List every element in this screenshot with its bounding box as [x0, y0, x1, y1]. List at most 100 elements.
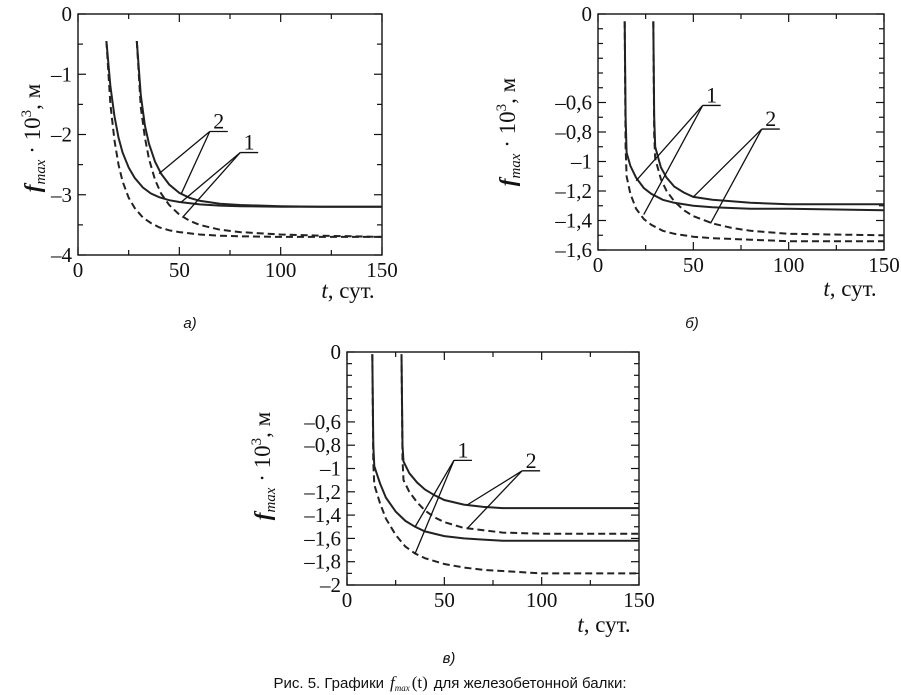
panel-label: в): [443, 650, 456, 667]
x-axis-var: t: [321, 278, 328, 303]
curve-label: 1: [244, 130, 255, 155]
series-line-2: [623, 21, 884, 243]
caption-sub: max: [395, 683, 410, 693]
panel-label: а): [183, 315, 196, 332]
curve-label: 2: [765, 106, 776, 131]
leader-line: [158, 130, 211, 175]
leader-line: [709, 128, 763, 224]
y-tick-label: –0,8: [303, 433, 341, 457]
x-tick-label: 100: [526, 588, 558, 612]
curve-label: 1: [457, 437, 468, 462]
x-tick-label: 0: [342, 588, 353, 612]
plot-frame: [597, 13, 885, 251]
figure-caption: Рис. 5. Графики fmax (t) для железобетонной…: [273, 673, 626, 693]
leader-line: [467, 470, 523, 529]
y-axis-sub: max: [508, 153, 524, 178]
y-tick-label: –0,8: [554, 120, 592, 144]
y-tick-label: –1,2: [303, 480, 341, 504]
y-tick-label: –1: [50, 62, 72, 86]
leader-line: [635, 105, 704, 182]
x-axis-label: t, сут.: [823, 276, 876, 301]
caption-f: f: [390, 673, 397, 692]
y-axis-label: fmax · 103, м: [494, 77, 524, 186]
leader-line: [643, 105, 704, 215]
x-axis-var: t: [823, 276, 830, 301]
curve-label: 1: [706, 82, 717, 107]
series-line-2: [105, 41, 382, 238]
y-tick-label: –2: [50, 123, 72, 147]
y-axis-f: f: [495, 176, 520, 186]
y-axis-unit: , м: [250, 411, 275, 438]
x-tick-label: 150: [366, 258, 398, 282]
y-axis-rest: · 10: [20, 117, 45, 159]
y-tick-label: –3: [50, 183, 72, 207]
x-axis-label: t, сут.: [321, 278, 374, 303]
y-tick-label: –0,6: [303, 410, 341, 434]
caption-suffix: для железобетонной балки:: [434, 675, 627, 692]
curve-label: 2: [526, 448, 537, 473]
series-line-1: [371, 354, 639, 542]
x-axis-unit: , сут.: [584, 612, 631, 637]
y-axis-sup: 3: [249, 438, 265, 446]
y-axis-sub: max: [263, 487, 279, 512]
y-axis-label: fmax · 103, м: [19, 83, 49, 192]
leader-line: [182, 152, 241, 217]
y-axis-rest: · 10: [495, 111, 520, 153]
leader-line: [414, 460, 455, 554]
series-line-3: [135, 41, 382, 208]
y-axis-sup: 3: [19, 110, 35, 118]
y-tick-label: –1,4: [303, 503, 341, 527]
y-tick-label: –4: [50, 243, 73, 267]
panel-label: б): [685, 315, 698, 332]
chart-panel-c: 0 50 100 150 0 –0,6–0,8–1–1,2–1,4–1,6–1,8–2 1 2…: [249, 340, 655, 667]
leader-line: [414, 460, 455, 528]
leader-line: [180, 152, 241, 203]
chart-panel-b: 0 50 100 150 0 –0,6 –0,8 –1 –1,2 –1,4 –1,6 1 2 t, сут…: [494, 2, 900, 332]
leader-line: [467, 470, 523, 506]
series-line-3: [400, 354, 639, 510]
y-tick-label: –1: [570, 150, 592, 174]
y-tick-label: 0: [331, 340, 342, 364]
y-axis-f: f: [250, 510, 275, 520]
series-line-1: [623, 21, 885, 212]
y-tick-label: –1: [319, 457, 341, 481]
y-axis-f: f: [20, 182, 45, 192]
y-tick-label: –1,4: [554, 209, 592, 233]
x-tick-label: 150: [868, 253, 900, 277]
x-tick-label: 0: [593, 253, 604, 277]
y-axis-rest: · 10: [250, 445, 275, 487]
caption-prefix: Рис. 5. Графики: [273, 675, 384, 692]
curve-label: 2: [213, 108, 224, 133]
caption-text: Рис. 5. Графики fmax (t) для железобетонной…: [273, 673, 626, 693]
leader-line: [692, 128, 763, 198]
series-line-4: [135, 41, 383, 238]
plot-frame: [346, 351, 640, 586]
x-tick-label: 50: [434, 588, 455, 612]
x-tick-label: 50: [169, 258, 190, 282]
x-axis-unit: , сут.: [830, 276, 877, 301]
leader-line: [180, 131, 211, 194]
x-tick-label: 100: [265, 258, 297, 282]
y-tick-label: –0,6: [554, 91, 592, 115]
caption-arg: (t): [412, 673, 428, 692]
y-tick-label: 0: [62, 2, 73, 26]
y-tick-label: 0: [582, 2, 593, 26]
y-tick-label: –1,2: [554, 179, 592, 203]
x-axis-label: t, сут.: [577, 612, 630, 637]
series-line-4: [400, 354, 639, 535]
y-tick-label: –2: [319, 573, 341, 597]
plot-frame: [77, 13, 383, 256]
y-axis-sub: max: [33, 159, 49, 184]
x-tick-label: 50: [683, 253, 704, 277]
y-tick-label: –1,6: [554, 238, 592, 262]
x-tick-label: 100: [773, 253, 805, 277]
series-line-1: [105, 41, 382, 208]
chart-panel-a: 0 50 100 150 0 –1 –2 –3 –4 21 t, сут. fmax · 103, м…: [19, 2, 398, 332]
y-tick-label: –1,6: [303, 526, 341, 550]
x-tick-label: 150: [623, 588, 655, 612]
y-axis-label: fmax · 103, м: [249, 411, 279, 520]
x-axis-var: t: [577, 612, 584, 637]
y-axis-sup: 3: [494, 104, 510, 112]
